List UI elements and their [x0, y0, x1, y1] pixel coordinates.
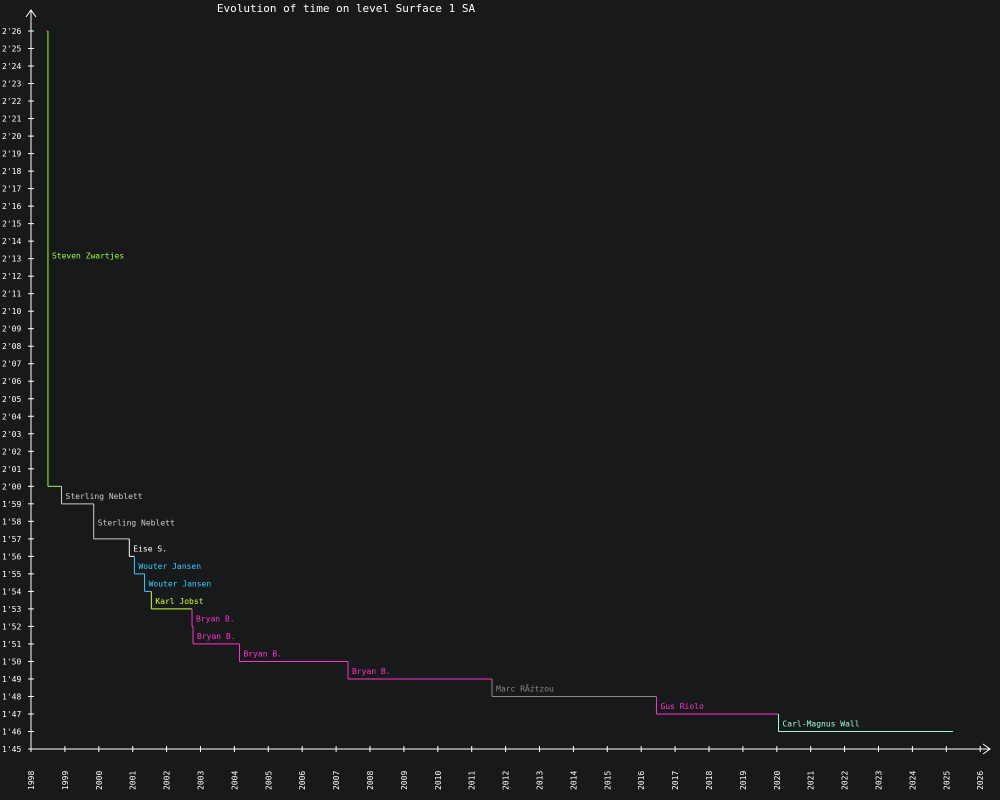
record-player-label: Eise S. [133, 545, 167, 554]
y-tick-label: 2'05 [2, 395, 21, 404]
record-player-label: Sterling Neblett [66, 492, 143, 501]
y-tick-label: 2'12 [2, 272, 21, 281]
record-player-label: Bryan B. [243, 650, 282, 659]
y-tick-label: 2'08 [2, 342, 21, 351]
x-tick-label: 2014 [569, 771, 578, 790]
record-player-label: Carl-Magnus Wall [782, 720, 859, 729]
axes [25, 9, 991, 755]
x-tick-label: 2024 [908, 771, 917, 790]
y-tick-label: 1'57 [2, 535, 21, 544]
x-tick-label: 2003 [197, 771, 206, 790]
x-tick-label: 2013 [536, 771, 545, 790]
y-tick-label: 2'25 [2, 45, 21, 54]
y-tick-label: 1'54 [2, 587, 21, 596]
y-tick-label: 2'15 [2, 220, 21, 229]
y-tick-label: 2'24 [2, 62, 21, 71]
y-tick-label: 1'50 [2, 657, 21, 666]
x-tick-label: 2016 [637, 771, 646, 790]
x-tick-label: 2004 [230, 771, 239, 790]
y-tick-label: 2'20 [2, 132, 21, 141]
y-tick-label: 2'09 [2, 325, 21, 334]
x-axis-ticks: 1998 1999 2000 2001 2002 2003 2004 2005 2006 2007… [27, 746, 985, 790]
record-player-label: Sterling Neblett [98, 518, 175, 527]
y-tick-label: 2'04 [2, 412, 21, 421]
record-labels: Steven Zwartjes Sterling Neblett Sterling … [52, 252, 860, 729]
x-tick-label: 2020 [773, 771, 782, 790]
x-tick-label: 2025 [942, 771, 951, 790]
y-tick-label: 2'16 [2, 202, 21, 211]
y-tick-label: 2'02 [2, 447, 21, 456]
y-tick-label: 1'48 [2, 692, 21, 701]
y-tick-label: 1'45 [2, 745, 21, 754]
record-player-label: Steven Zwartjes [52, 252, 124, 261]
chart-title: Evolution of time on level Surface 1 SA [217, 2, 476, 15]
x-tick-label: 2007 [332, 771, 341, 790]
y-tick-label: 2'07 [2, 360, 21, 369]
x-tick-label: 2002 [163, 771, 172, 790]
y-tick-label: 1'51 [2, 640, 21, 649]
x-tick-label: 2001 [129, 771, 138, 790]
y-tick-label: 2'13 [2, 255, 21, 264]
y-tick-label: 1'49 [2, 675, 21, 684]
x-tick-label: 2006 [298, 771, 307, 790]
y-tick-label: 2'17 [2, 185, 21, 194]
record-series [46, 30, 954, 732]
y-tick-label: 2'06 [2, 377, 21, 386]
record-player-label: Bryan B. [197, 632, 236, 641]
y-tick-label: 2'03 [2, 430, 21, 439]
x-tick-label: 2023 [875, 771, 884, 790]
x-tick-label: 2005 [264, 771, 273, 790]
x-tick-label: 2010 [434, 771, 443, 790]
x-tick-label: 2015 [603, 771, 612, 790]
y-tick-label: 2'10 [2, 307, 21, 316]
x-tick-label: 2022 [841, 771, 850, 790]
y-tick-label: 2'14 [2, 237, 21, 246]
x-tick-label: 1998 [27, 771, 36, 790]
x-axis-arrow [982, 743, 991, 755]
y-tick-label: 1'56 [2, 552, 21, 561]
x-tick-label: 1999 [61, 771, 70, 790]
y-tick-label: 2'23 [2, 80, 21, 89]
x-tick-label: 2009 [400, 771, 409, 790]
y-tick-label: 2'01 [2, 465, 21, 474]
y-tick-label: 1'53 [2, 605, 21, 614]
y-tick-label: 1'52 [2, 622, 21, 631]
x-tick-label: 2000 [95, 771, 104, 790]
x-tick-label: 2017 [671, 771, 680, 790]
x-tick-label: 2008 [366, 771, 375, 790]
x-tick-label: 2019 [739, 771, 748, 790]
x-tick-label: 2026 [976, 771, 985, 790]
y-tick-label: 1'46 [2, 727, 21, 736]
x-tick-label: 2018 [705, 771, 714, 790]
record-player-label: Marc RÃźtzou [496, 684, 554, 694]
y-tick-label: 2'21 [2, 115, 21, 124]
y-axis-arrow [25, 9, 37, 18]
y-tick-label: 2'19 [2, 150, 21, 159]
record-player-label: Karl Jobst [155, 597, 203, 606]
record-player-label: Gus Riolo [660, 702, 704, 711]
record-player-label: Bryan B. [196, 615, 235, 624]
y-tick-label: 1'58 [2, 517, 21, 526]
x-tick-label: 2011 [468, 771, 477, 790]
x-tick-label: 2021 [807, 771, 816, 790]
y-tick-label: 2'22 [2, 97, 21, 106]
record-player-label: Wouter Jansen [149, 580, 212, 589]
y-tick-label: 2'26 [2, 27, 21, 36]
y-tick-label: 1'47 [2, 710, 21, 719]
y-tick-label: 2'18 [2, 167, 21, 176]
y-tick-label: 2'11 [2, 290, 21, 299]
y-axis-ticks: 1'45 1'46 1'47 1'48 1'49 1'50 1'51 1'52 1'53 1'54… [2, 27, 34, 754]
y-tick-label: 1'55 [2, 570, 21, 579]
x-tick-label: 2012 [502, 771, 511, 790]
y-tick-label: 2'00 [2, 482, 21, 491]
y-tick-label: 1'59 [2, 500, 21, 509]
record-player-label: Wouter Jansen [138, 562, 201, 571]
record-player-label: Bryan B. [352, 667, 391, 676]
